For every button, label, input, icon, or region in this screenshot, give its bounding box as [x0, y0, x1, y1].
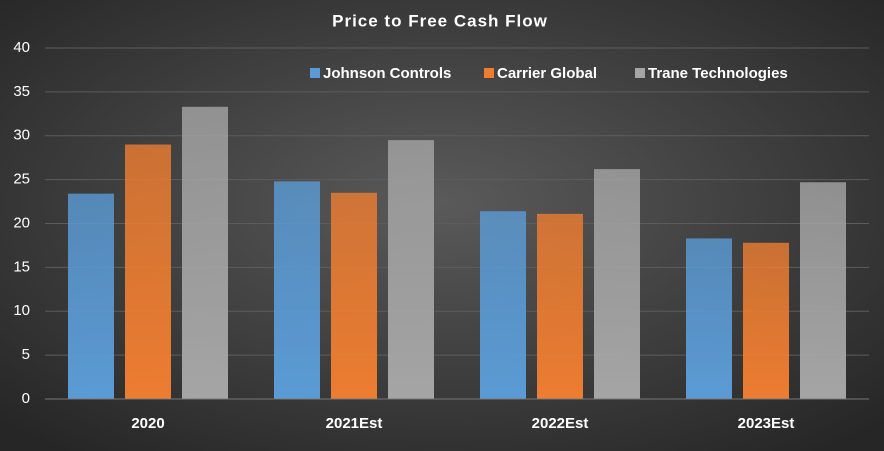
legend-swatch: [310, 68, 320, 78]
y-tick-label: 25: [13, 171, 30, 188]
bar: [686, 238, 732, 399]
bar: [274, 181, 320, 399]
bar: [480, 211, 526, 399]
legend-swatch: [484, 68, 494, 78]
x-tick-label: 2022Est: [532, 415, 589, 432]
bar: [537, 213, 583, 399]
legend-label: Johnson Controls: [323, 65, 451, 82]
bar: [800, 182, 846, 399]
bar: [182, 106, 228, 399]
y-tick-label: 0: [22, 390, 30, 407]
legend-swatch: [635, 68, 645, 78]
bar: [125, 144, 171, 399]
y-tick-label: 20: [13, 214, 30, 231]
legend-label: Carrier Global: [497, 65, 597, 82]
x-tick-label: 2021Est: [326, 415, 383, 432]
y-tick-label: 10: [13, 302, 30, 319]
bar: [68, 193, 114, 399]
y-tick-label: 40: [13, 39, 30, 56]
x-tick-label: 2023Est: [738, 415, 795, 432]
bar: [594, 169, 640, 399]
y-tick-label: 5: [22, 346, 30, 363]
y-tick-label: 35: [13, 83, 30, 100]
legend-label: Trane Technologies: [648, 65, 788, 82]
bar: [743, 242, 789, 399]
chart-title: Price to Free Cash Flow: [332, 11, 548, 30]
bar: [388, 140, 434, 399]
y-tick-label: 15: [13, 258, 30, 275]
x-tick-label: 2020: [131, 415, 164, 432]
y-tick-label: 30: [13, 127, 30, 144]
bar: [331, 192, 377, 399]
